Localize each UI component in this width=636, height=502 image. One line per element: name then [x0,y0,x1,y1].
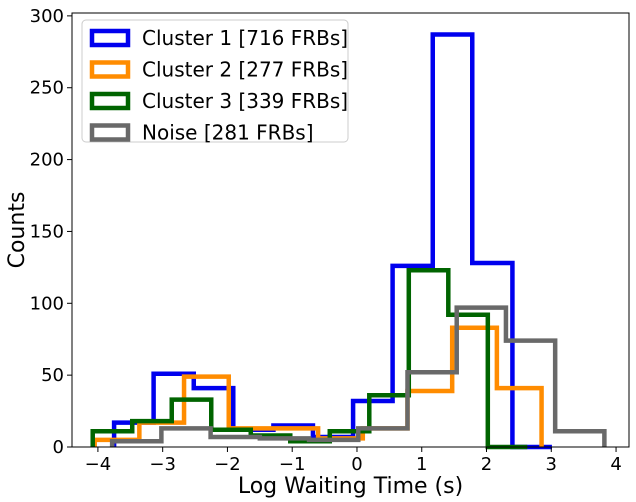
legend-items: Cluster 1 [716 FRBs] Cluster 2 [277 FRBs]… [89,26,348,145]
legend-label: Cluster 2 [277 FRBs] [142,58,348,82]
x-tick-label: −2 [214,454,241,475]
y-tick-label: 100 [30,293,64,314]
legend-box [81,19,349,143]
legend-label: Cluster 3 [339 FRBs] [142,89,348,113]
legend-swatch [89,28,131,48]
x-tick-label: 0 [351,454,362,475]
x-tick-label: 4 [610,454,621,475]
x-tick-label: 1 [416,454,427,475]
series-layer [90,32,607,450]
legend-swatch [89,123,131,142]
x-axis-label: Log Waiting Time (s) [238,474,463,499]
x-tick-label: −1 [279,454,306,475]
x-tick-label: 2 [481,454,492,475]
plot-area-frame [71,12,630,448]
x-tick-label: 3 [546,454,557,475]
legend-swatch [89,60,131,79]
y-tick-label: 0 [53,437,64,458]
legend-label: Cluster 1 [716 FRBs] [142,26,348,50]
legend: Cluster 1 [716 FRBs] Cluster 2 [277 FRBs]… [81,19,349,145]
y-tick-label: 50 [41,365,64,386]
x-tick-label: −4 [85,454,112,475]
series-3-step-line [90,267,528,450]
legend-swatch [89,91,131,111]
x-tick-label: −3 [149,454,176,475]
y-tick-label: 150 [30,221,64,242]
y-tick-label: 300 [30,6,64,27]
series-4-step-line [109,305,607,447]
y-tick-label: 200 [30,150,64,171]
y-tick-label: 250 [30,78,64,99]
legend-label: Noise [281 FRBs] [142,121,314,145]
series-1-step-line [111,32,552,450]
axes-layer: −4 −3 −2 −1 0 1 2 3 4 0 50 100 150 200 250 300 [30,6,622,475]
y-axis-label: Counts [5,192,30,269]
